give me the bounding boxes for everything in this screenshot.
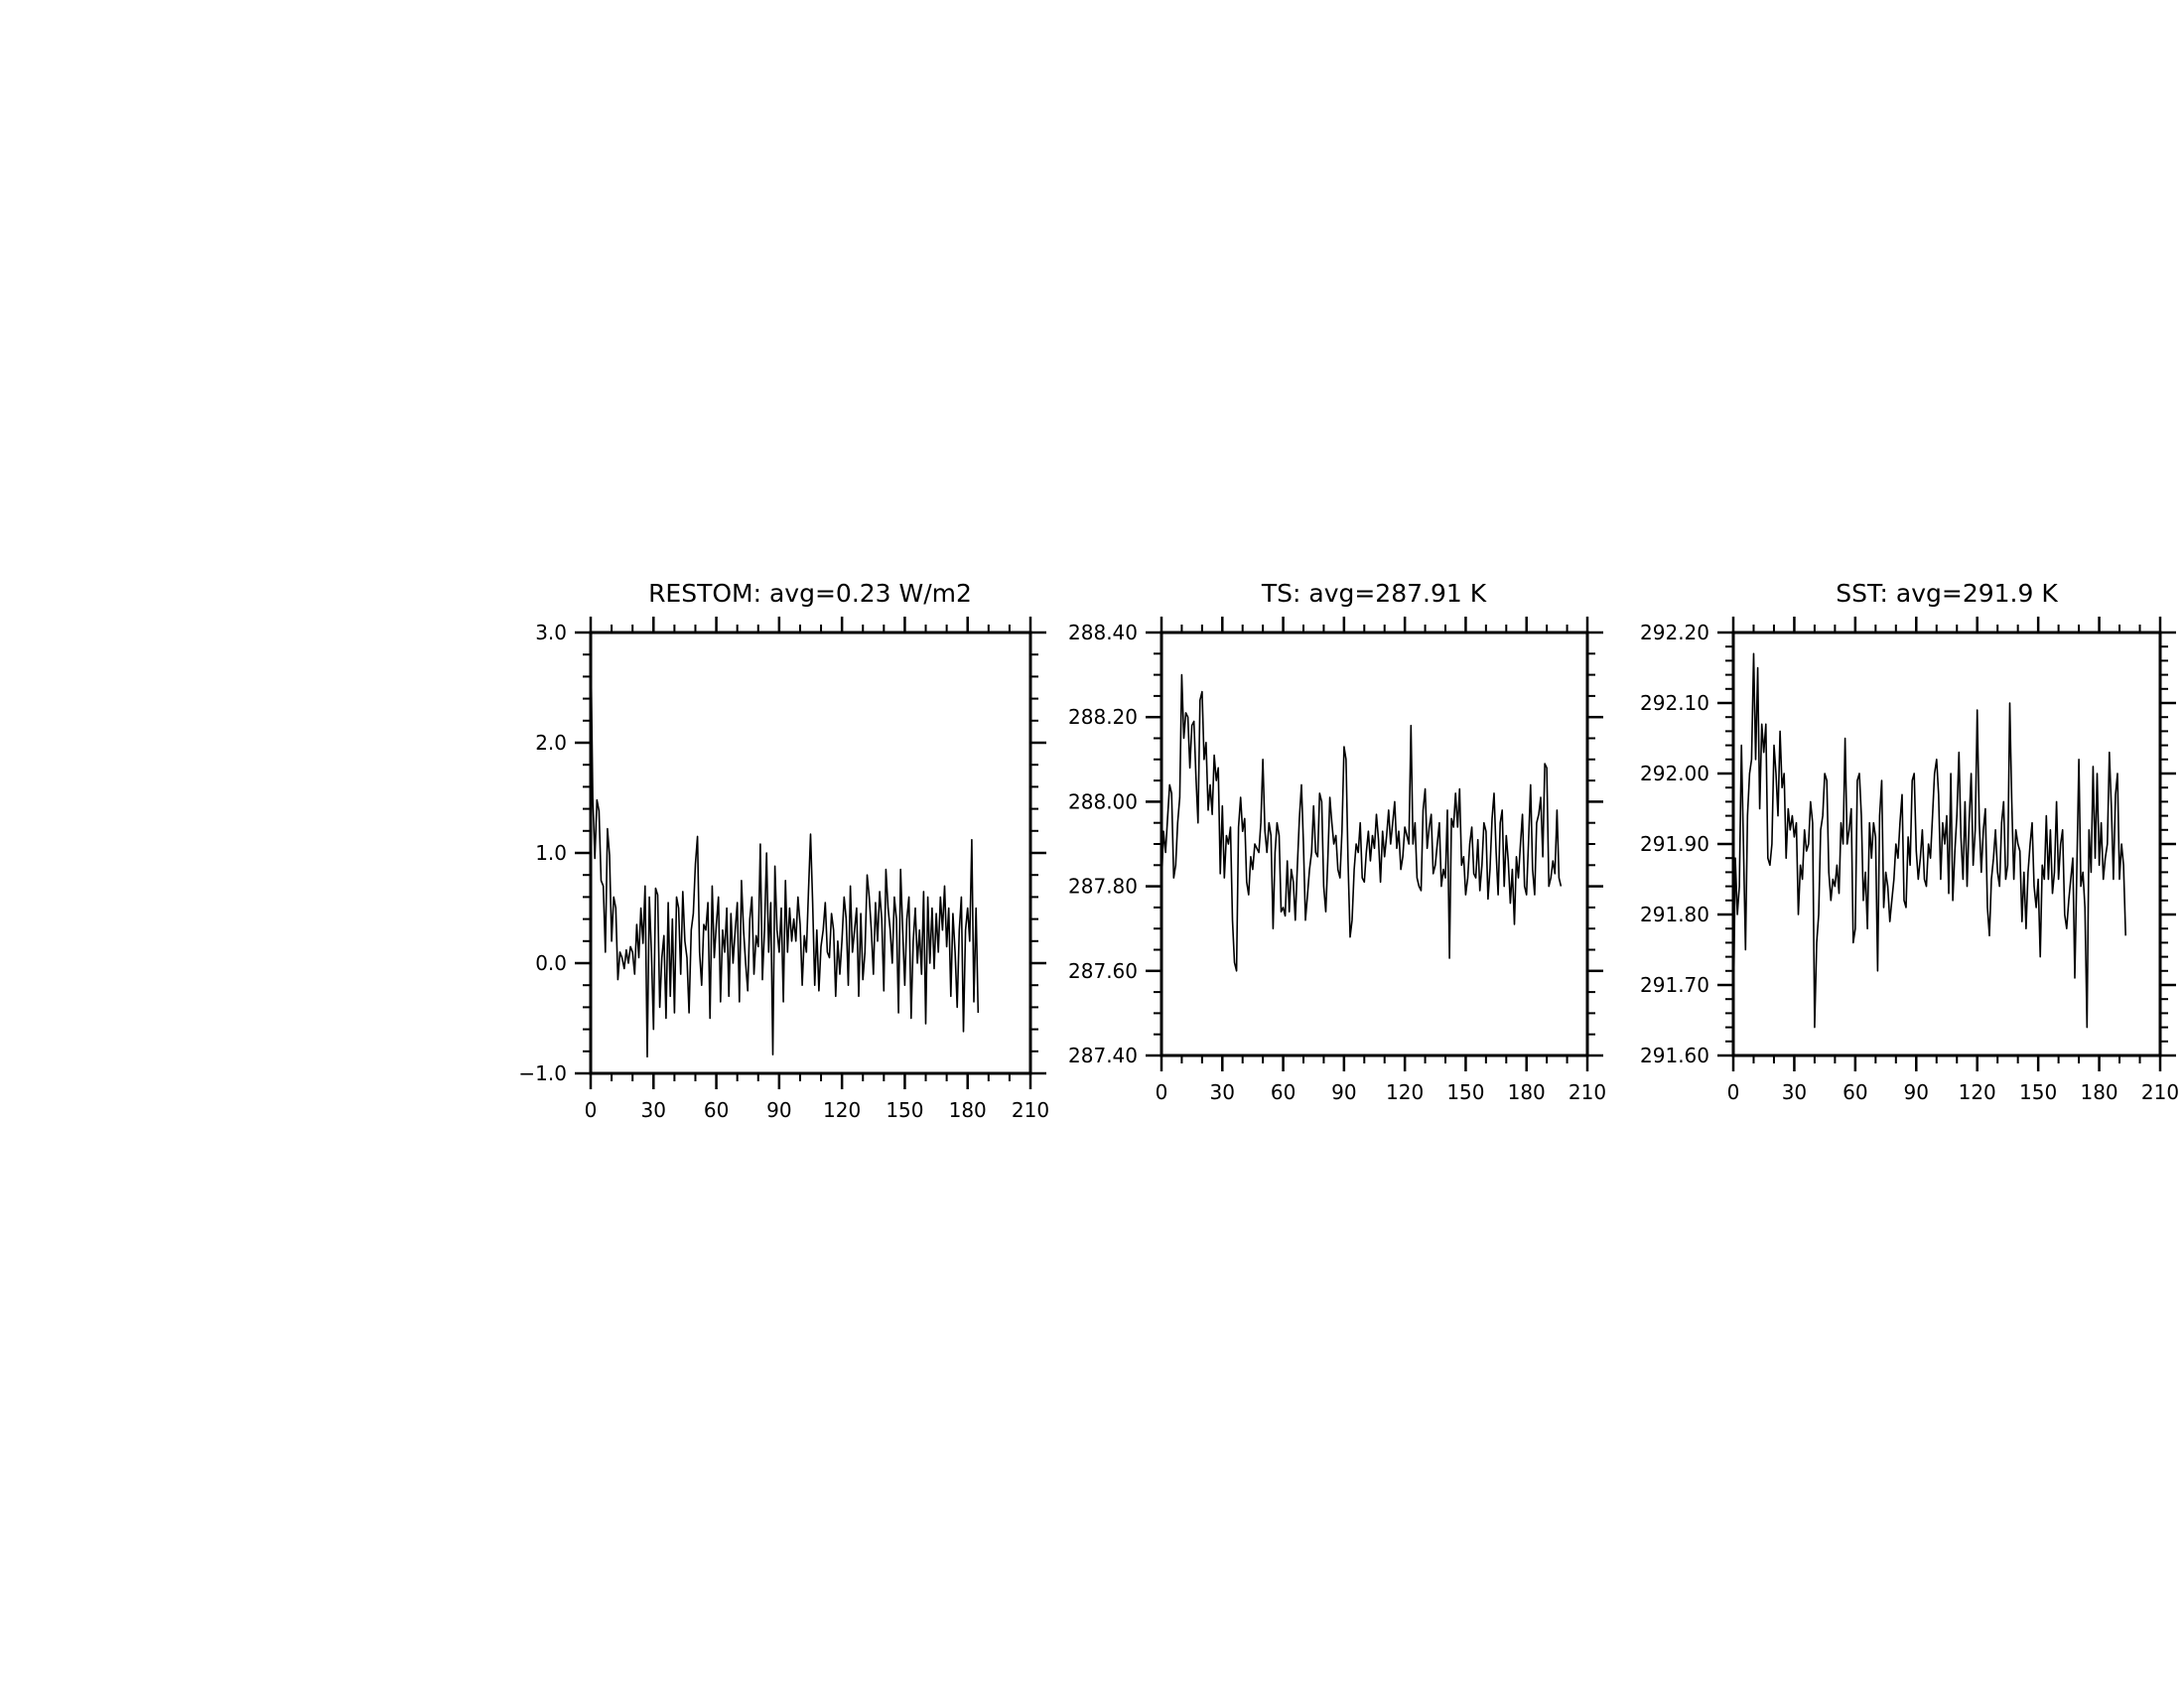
sst-title: SST: avg=291.9 K [1836, 579, 2058, 608]
restom-x-tick-label: 30 [641, 1098, 666, 1122]
restom-y-tick-label: 0.0 [535, 951, 567, 975]
sst-x-tick-label: 120 [1959, 1080, 1996, 1104]
restom-x-tick-label: 150 [886, 1098, 923, 1122]
ts-x-tick-label: 180 [1508, 1080, 1546, 1104]
ts-title: TS: avg=287.91 K [1261, 579, 1487, 608]
ts-y-tick-label: 288.20 [1068, 705, 1138, 729]
ts-y-tick-label: 287.80 [1068, 875, 1138, 899]
sst-x-tick-label: 210 [2141, 1080, 2179, 1104]
ts-y-tick-label: 287.60 [1068, 959, 1138, 983]
sst-x-tick-label: 180 [2080, 1080, 2117, 1104]
sst-x-tick-label: 150 [2019, 1080, 2057, 1104]
restom-series-line [590, 632, 980, 1058]
ts-x-tick-label: 150 [1446, 1080, 1484, 1104]
sst-x-tick-label: 60 [1843, 1080, 1867, 1104]
restom-y-tick-label: −1.0 [518, 1061, 567, 1085]
restom-panel: RESTOM: avg=0.23 W/m2 0 30 60 90 120 150 180 21… [518, 579, 1049, 1122]
sst-y-tick-label: 291.70 [1640, 973, 1709, 997]
sst-x-tick-label: 90 [1904, 1080, 1929, 1104]
ts-y-tick-label: 288.40 [1068, 621, 1138, 644]
restom-x-tick-label: 120 [823, 1098, 861, 1122]
sst-y-tick-label: 292.20 [1640, 621, 1709, 644]
ts-panel: TS: avg=287.91 K 0 30 60 90 120 150 180 210 287.… [1068, 579, 1606, 1104]
ts-y-tick-label: 288.00 [1068, 789, 1138, 813]
restom-y-tick-label: 1.0 [535, 841, 567, 865]
sst-y-tick-label: 291.80 [1640, 903, 1709, 926]
restom-x-tick-label: 210 [1012, 1098, 1049, 1122]
restom-x-tick-label: 60 [704, 1098, 729, 1122]
ts-x-tick-label: 90 [1331, 1080, 1356, 1104]
restom-y-tick-label: 3.0 [535, 621, 567, 644]
restom-y-tick-label: 2.0 [535, 731, 567, 755]
restom-x-tick-label: 90 [766, 1098, 791, 1122]
ts-x-tick-label: 30 [1210, 1080, 1235, 1104]
sst-y-tick-label: 291.90 [1640, 832, 1709, 856]
ts-series-line [1160, 673, 1563, 972]
ts-y-tick-label: 287.40 [1068, 1044, 1138, 1067]
sst-panel: SST: avg=291.9 K 0 30 60 90 120 150 180 210 291.… [1640, 579, 2179, 1104]
sst-x-tick-label: 30 [1782, 1080, 1807, 1104]
sst-y-tick-label: 292.00 [1640, 762, 1709, 785]
sst-y-tick-label: 292.10 [1640, 691, 1709, 715]
sst-x-tick-label: 0 [1727, 1080, 1740, 1104]
ts-x-tick-label: 120 [1386, 1080, 1424, 1104]
restom-title: RESTOM: avg=0.23 W/m2 [648, 579, 972, 608]
ts-x-tick-label: 60 [1271, 1080, 1296, 1104]
ts-x-tick-label: 0 [1156, 1080, 1168, 1104]
ts-x-tick-label: 210 [1569, 1080, 1606, 1104]
restom-x-tick-label: 0 [585, 1098, 598, 1122]
restom-x-tick-label: 180 [949, 1098, 987, 1122]
sst-y-tick-label: 291.60 [1640, 1044, 1709, 1067]
sst-series-line [1732, 652, 2126, 1029]
